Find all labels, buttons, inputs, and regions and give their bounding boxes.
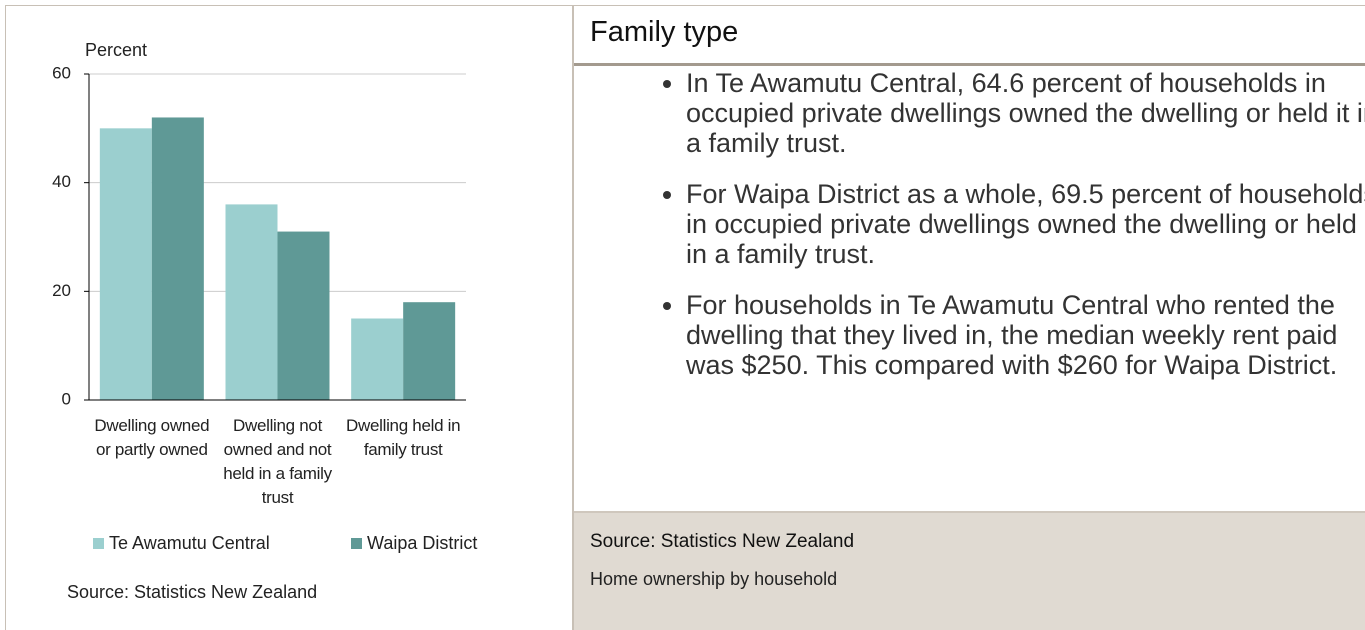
y-axis-label: Percent — [85, 40, 148, 60]
y-tick-label: 60 — [52, 63, 71, 82]
bar — [225, 204, 278, 400]
footer-caption: Home ownership by household — [590, 569, 838, 589]
legend-swatch — [93, 538, 104, 549]
text-panel: Family type In Te Awamutu Central, 64.6 … — [572, 5, 1365, 630]
bullet-item: For Waipa District as a whole, 69.5 perc… — [686, 179, 1365, 269]
bar — [277, 231, 330, 400]
bullet-item: For households in Te Awamutu Central who… — [686, 290, 1365, 380]
bar — [99, 128, 152, 400]
x-tick-label: Dwelling not owned and not held in a fam… — [223, 416, 332, 507]
bar — [351, 318, 404, 400]
footer: Source: Statistics New Zealand Home owne… — [574, 511, 1365, 630]
legend-label: Waipa District — [367, 533, 478, 553]
bullet-item: In Te Awamutu Central, 64.6 percent of h… — [686, 68, 1365, 158]
bar — [403, 302, 456, 400]
bullet-list: In Te Awamutu Central, 64.6 percent of h… — [644, 68, 1365, 401]
legend-label: Te Awamutu Central — [109, 533, 270, 553]
chart: 0 20 40 60 — [52, 63, 466, 549]
bar — [151, 117, 204, 400]
chart-source: Source: Statistics New Zealand — [67, 582, 318, 602]
x-tick-label: Dwelling held in family trust — [346, 416, 461, 459]
footer-source: Source: Statistics New Zealand — [590, 531, 855, 552]
divider — [574, 63, 1365, 66]
legend-swatch — [351, 538, 362, 549]
x-tick-label: Dwelling owned or partly owned — [94, 416, 210, 459]
y-tick-label: 0 — [62, 389, 71, 408]
y-tick-label: 20 — [52, 281, 71, 300]
y-tick-label: 40 — [52, 172, 71, 191]
panel-title: Family type — [590, 16, 739, 48]
chart-panel: 0 20 40 60 Percent Source: Statistics New Z… — [5, 5, 572, 630]
